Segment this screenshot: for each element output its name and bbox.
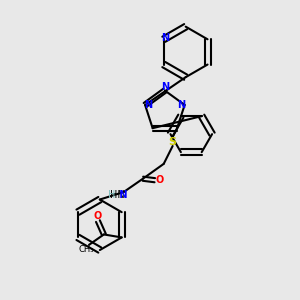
- Text: O: O: [94, 211, 102, 221]
- Text: N: N: [145, 100, 153, 110]
- Text: S: S: [169, 136, 177, 147]
- Text: N: N: [161, 33, 169, 43]
- Text: N: N: [161, 82, 169, 92]
- Text: N: N: [116, 190, 127, 200]
- Text: O: O: [155, 175, 164, 185]
- Text: H: H: [108, 190, 116, 200]
- Text: HN: HN: [110, 190, 125, 200]
- Text: N: N: [177, 100, 185, 110]
- Text: CH₃: CH₃: [78, 245, 94, 254]
